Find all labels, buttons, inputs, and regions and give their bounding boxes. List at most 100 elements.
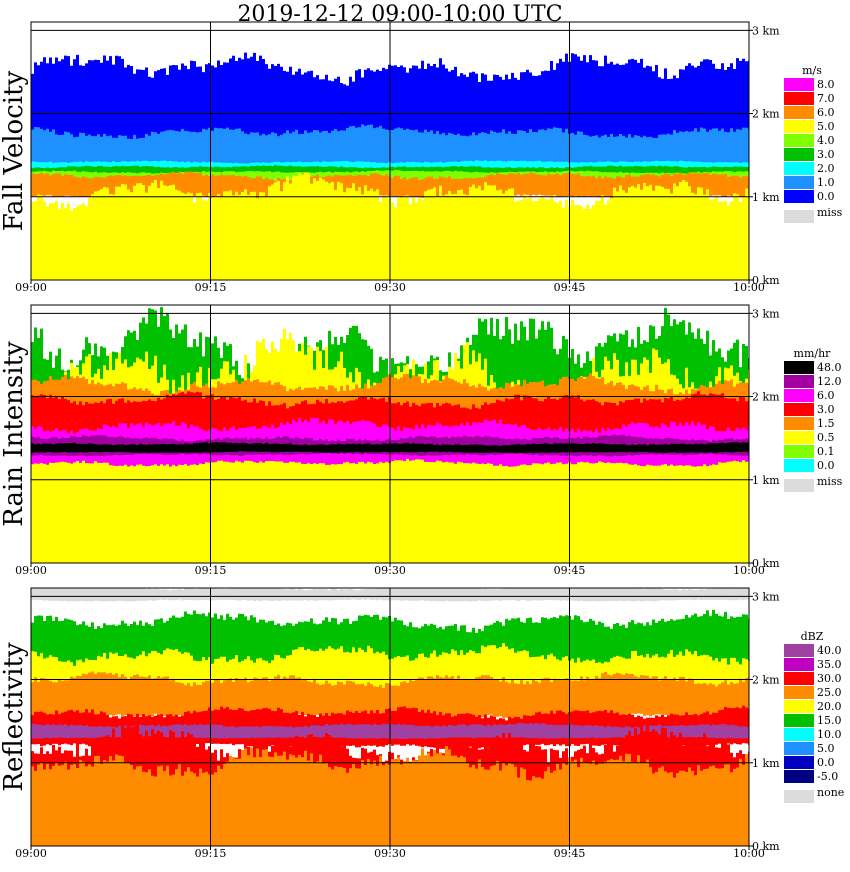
legend-label: 20.0 [817, 700, 842, 713]
y-tick-label: 3 km [752, 24, 780, 37]
legend-missing-label: miss [817, 475, 843, 488]
x-tick-label: 10:00 [733, 847, 765, 860]
legend-swatch [784, 92, 814, 105]
heatmap-data [31, 588, 749, 846]
y-axis-label: Rain Intensity [0, 341, 29, 527]
legend-swatch [784, 658, 814, 671]
legend-missing-swatch [784, 790, 814, 803]
legend-label: 12.0 [817, 375, 842, 388]
legend: dBZ40.035.030.025.020.015.010.05.00.0-5.… [784, 630, 844, 803]
legend-swatch [784, 78, 814, 91]
legend-label: 0.0 [817, 756, 835, 769]
legend-title: m/s [802, 64, 822, 77]
y-tick-label: 1 km [752, 474, 780, 487]
legend-swatch [784, 190, 814, 203]
y-tick-label: 3 km [752, 307, 780, 320]
y-axis-label: Fall Velocity [0, 70, 29, 231]
y-tick-label: 0 km [752, 840, 780, 853]
y-tick-label: 1 km [752, 191, 780, 204]
x-tick-label: 09:00 [15, 281, 47, 294]
legend-label: 30.0 [817, 672, 842, 685]
legend-label: 48.0 [817, 361, 842, 374]
legend-swatch [784, 403, 814, 416]
figure-title: 2019-12-12 09:00-10:00 UTC [237, 2, 562, 27]
legend-missing-swatch [784, 210, 814, 223]
legend-swatch [784, 431, 814, 444]
legend-swatch [784, 106, 814, 119]
legend-label: 0.5 [817, 431, 835, 444]
x-tick-label: 09:45 [554, 847, 586, 860]
y-axis-label: Reflectivity [0, 642, 29, 791]
x-tick-label: 09:15 [195, 281, 227, 294]
legend-swatch [784, 176, 814, 189]
legend-swatch [784, 714, 814, 727]
legend-label: 1.0 [817, 176, 835, 189]
legend-swatch [784, 700, 814, 713]
legend-label: 5.0 [817, 742, 835, 755]
legend-swatch [784, 148, 814, 161]
y-tick-label: 2 km [752, 108, 780, 121]
x-tick-label: 09:15 [195, 564, 227, 577]
y-tick-label: 2 km [752, 674, 780, 687]
legend-label: 6.0 [817, 389, 835, 402]
legend-swatch [784, 417, 814, 430]
legend-swatch [784, 120, 814, 133]
x-tick-label: 09:45 [554, 564, 586, 577]
legend-label: 4.0 [817, 134, 835, 147]
x-tick-label: 10:00 [733, 281, 765, 294]
legend-swatch [784, 445, 814, 458]
legend-label: 3.0 [817, 148, 835, 161]
legend-label: 40.0 [817, 644, 842, 657]
legend-missing-label: none [817, 786, 844, 799]
panel-1: 0 km 1 km 2 km 3 km 09:00 09:15 09:30 09:45 10:0… [0, 21, 843, 294]
legend-swatch [784, 756, 814, 769]
legend-label: 2.0 [817, 162, 835, 175]
x-tick-label: 09:30 [374, 564, 406, 577]
y-tick-label: 1 km [752, 757, 780, 770]
y-tick-label: 0 km [752, 274, 780, 287]
legend-label: 8.0 [817, 78, 835, 91]
x-tick-label: 09:30 [374, 281, 406, 294]
legend-swatch [784, 644, 814, 657]
x-tick-label: 10:00 [733, 564, 765, 577]
legend-swatch [784, 389, 814, 402]
legend-label: 10.0 [817, 728, 842, 741]
legend-swatch [784, 672, 814, 685]
legend-title: dBZ [801, 630, 824, 643]
legend-label: 5.0 [817, 120, 835, 133]
panel-2: 0 km 1 km 2 km 3 km 09:00 09:15 09:30 09:45 10:0… [0, 304, 843, 577]
legend-label: 3.0 [817, 403, 835, 416]
legend-label: 0.0 [817, 190, 835, 203]
legend-label: 25.0 [817, 686, 842, 699]
legend-label: 6.0 [817, 106, 835, 119]
x-tick-label: 09:30 [374, 847, 406, 860]
heatmap-data [31, 52, 749, 280]
legend-label: 0.0 [817, 459, 835, 472]
legend-swatch [784, 686, 814, 699]
panel-3: 0 km 1 km 2 km 3 km 09:00 09:15 09:30 09:45 10:0… [0, 587, 844, 860]
x-tick-label: 09:45 [554, 281, 586, 294]
y-tick-label: 0 km [752, 557, 780, 570]
y-tick-label: 3 km [752, 590, 780, 603]
x-tick-label: 09:00 [15, 847, 47, 860]
x-tick-label: 09:15 [195, 847, 227, 860]
legend-swatch [784, 361, 814, 374]
x-tick-label: 09:00 [15, 564, 47, 577]
legend-swatch [784, 459, 814, 472]
legend-swatch [784, 770, 814, 783]
legend-label: 35.0 [817, 658, 842, 671]
legend-swatch [784, 162, 814, 175]
legend-title: mm/hr [794, 347, 832, 360]
heatmap-data [31, 307, 749, 563]
legend-label: 1.5 [817, 417, 835, 430]
legend-swatch [784, 134, 814, 147]
legend-swatch [784, 728, 814, 741]
legend-label: 0.1 [817, 445, 835, 458]
legend-label: -5.0 [817, 770, 838, 783]
legend-missing-label: miss [817, 206, 843, 219]
legend-swatch [784, 375, 814, 388]
legend-label: 7.0 [817, 92, 835, 105]
